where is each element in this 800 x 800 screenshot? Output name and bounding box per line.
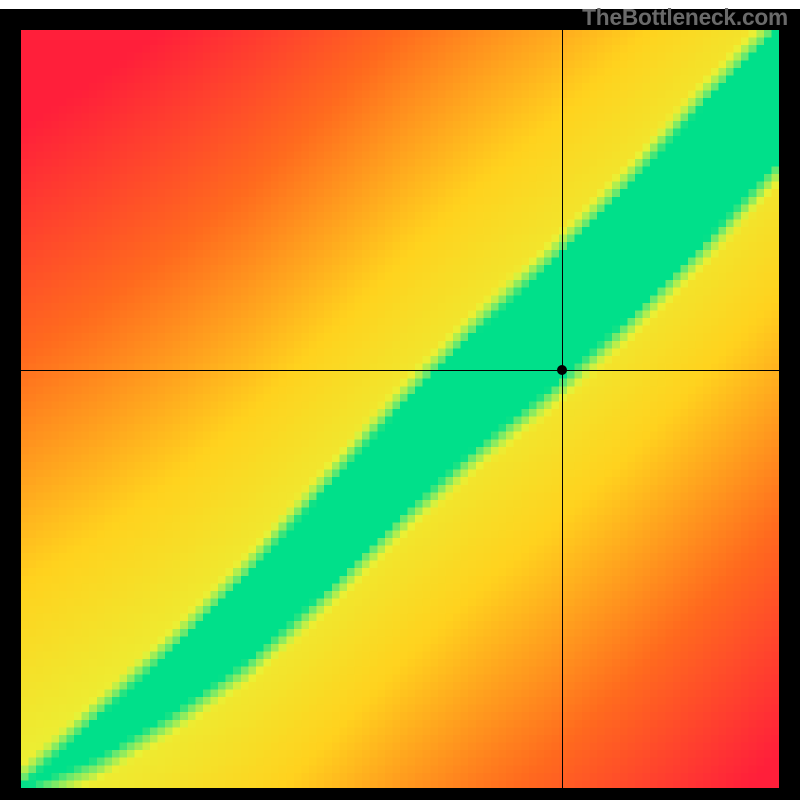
bottleneck-heatmap — [21, 30, 779, 788]
chart-container: TheBottleneck.com — [0, 0, 800, 800]
crosshair-horizontal — [21, 370, 779, 371]
crosshair-vertical — [562, 30, 563, 788]
crosshair-point — [557, 365, 567, 375]
watermark-text: TheBottleneck.com — [582, 4, 788, 31]
